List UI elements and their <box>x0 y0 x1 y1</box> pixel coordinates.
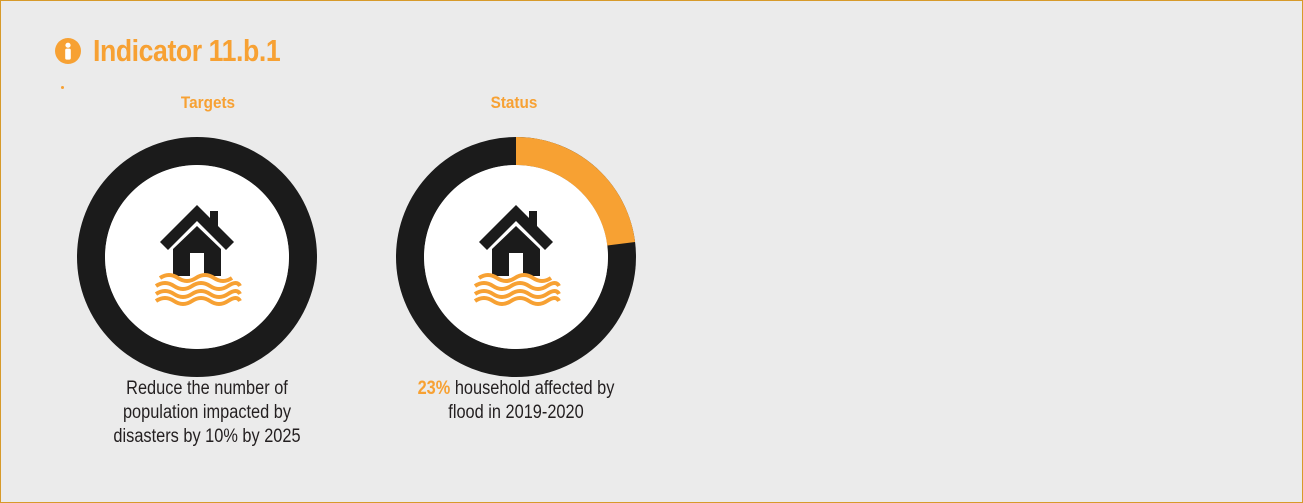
status-caption: 23% household affected by flood in 2019-… <box>404 377 628 425</box>
page-title: Indicator 11.b.1 <box>93 33 281 68</box>
status-label: Status <box>490 93 538 112</box>
status-percent-value: 23% <box>417 378 451 399</box>
indicator-header: Indicator 11.b.1 <box>55 31 311 71</box>
targets-label: Targets <box>180 93 236 112</box>
flooded-house-icon <box>473 205 561 306</box>
targets-ring <box>77 137 317 377</box>
bullet-dot <box>61 86 64 89</box>
status-donut-chart <box>396 137 636 377</box>
status-donut-slice-affected <box>515 137 636 246</box>
targets-ring-track <box>77 137 317 377</box>
targets-caption: Reduce the number of population impacted… <box>113 378 301 447</box>
status-caption-text: household affected by flood in 2019-2020 <box>448 378 615 423</box>
flooded-house-icon <box>154 205 242 306</box>
info-person-icon <box>55 38 81 64</box>
